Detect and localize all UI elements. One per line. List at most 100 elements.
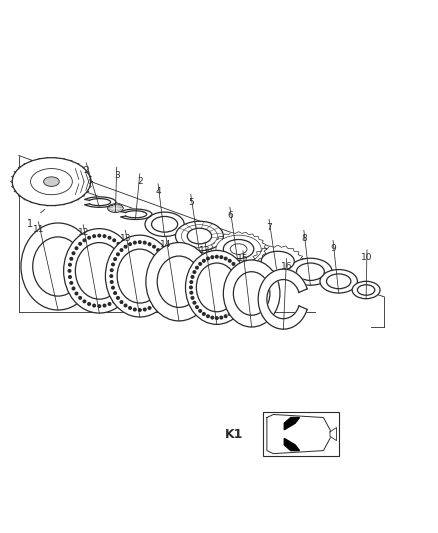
Ellipse shape xyxy=(20,162,83,201)
Circle shape xyxy=(103,235,106,237)
Circle shape xyxy=(72,287,75,290)
Circle shape xyxy=(126,257,129,260)
Circle shape xyxy=(103,304,106,307)
Circle shape xyxy=(196,306,198,309)
Circle shape xyxy=(79,296,81,299)
Polygon shape xyxy=(284,439,300,450)
Bar xyxy=(262,413,339,456)
Circle shape xyxy=(88,237,90,239)
Circle shape xyxy=(93,304,95,307)
Circle shape xyxy=(69,276,71,278)
Circle shape xyxy=(153,304,155,307)
Ellipse shape xyxy=(261,251,294,271)
Circle shape xyxy=(232,310,235,312)
Ellipse shape xyxy=(23,164,80,199)
Circle shape xyxy=(72,252,75,255)
Text: K1: K1 xyxy=(225,427,244,441)
Ellipse shape xyxy=(75,243,123,299)
Circle shape xyxy=(70,257,73,260)
Circle shape xyxy=(241,286,244,289)
Circle shape xyxy=(235,306,238,309)
Circle shape xyxy=(143,308,146,311)
Ellipse shape xyxy=(157,256,201,308)
Text: 5: 5 xyxy=(188,198,194,207)
Text: 2: 2 xyxy=(137,177,143,186)
Circle shape xyxy=(229,260,231,262)
Circle shape xyxy=(238,271,240,273)
Text: 12: 12 xyxy=(78,228,89,237)
Circle shape xyxy=(79,243,81,245)
Circle shape xyxy=(121,247,124,249)
Circle shape xyxy=(127,276,130,278)
Text: 11: 11 xyxy=(33,225,44,234)
Circle shape xyxy=(113,300,116,303)
Circle shape xyxy=(117,253,119,255)
Ellipse shape xyxy=(223,239,254,259)
Ellipse shape xyxy=(152,216,178,232)
Text: 13: 13 xyxy=(120,234,131,243)
Circle shape xyxy=(114,258,117,261)
Ellipse shape xyxy=(117,249,162,303)
Circle shape xyxy=(110,275,113,277)
Text: 6: 6 xyxy=(227,211,233,220)
Circle shape xyxy=(190,281,193,284)
Ellipse shape xyxy=(297,263,324,280)
Circle shape xyxy=(83,300,86,303)
Text: 3: 3 xyxy=(114,171,120,180)
Ellipse shape xyxy=(106,235,174,317)
Circle shape xyxy=(120,249,123,252)
Polygon shape xyxy=(210,232,267,266)
Circle shape xyxy=(124,304,127,307)
Circle shape xyxy=(190,286,192,289)
Ellipse shape xyxy=(352,281,380,298)
Circle shape xyxy=(75,292,78,295)
Circle shape xyxy=(113,239,116,241)
Text: 9: 9 xyxy=(330,244,336,253)
Ellipse shape xyxy=(320,270,357,293)
Circle shape xyxy=(235,266,238,269)
Circle shape xyxy=(215,255,218,258)
Polygon shape xyxy=(267,415,332,454)
Circle shape xyxy=(229,313,231,315)
Ellipse shape xyxy=(196,263,237,312)
Circle shape xyxy=(224,257,227,260)
Ellipse shape xyxy=(145,212,184,237)
Circle shape xyxy=(129,243,131,246)
Ellipse shape xyxy=(176,221,223,251)
Circle shape xyxy=(143,241,146,244)
Circle shape xyxy=(138,309,141,311)
Polygon shape xyxy=(85,197,116,207)
Text: 7: 7 xyxy=(266,223,272,232)
Text: 1: 1 xyxy=(27,219,33,229)
Circle shape xyxy=(165,286,168,289)
Ellipse shape xyxy=(289,258,332,285)
Polygon shape xyxy=(252,245,304,277)
Circle shape xyxy=(127,263,130,266)
Circle shape xyxy=(191,296,194,299)
Circle shape xyxy=(160,253,163,255)
Circle shape xyxy=(163,258,166,261)
Text: 4: 4 xyxy=(155,187,161,196)
Circle shape xyxy=(211,256,214,259)
Circle shape xyxy=(93,235,95,237)
Circle shape xyxy=(165,263,168,266)
Polygon shape xyxy=(258,269,307,329)
Circle shape xyxy=(199,310,201,312)
Ellipse shape xyxy=(108,204,123,213)
Ellipse shape xyxy=(216,235,261,263)
Circle shape xyxy=(108,237,111,239)
Circle shape xyxy=(70,281,73,284)
Circle shape xyxy=(153,245,155,248)
Circle shape xyxy=(163,292,166,294)
Circle shape xyxy=(215,317,218,319)
Text: 10: 10 xyxy=(361,254,373,262)
Circle shape xyxy=(224,315,227,318)
Circle shape xyxy=(157,249,159,252)
Circle shape xyxy=(88,303,90,305)
Ellipse shape xyxy=(185,251,248,325)
Circle shape xyxy=(129,306,131,309)
Circle shape xyxy=(190,292,193,294)
Ellipse shape xyxy=(15,159,88,204)
Circle shape xyxy=(112,286,114,289)
Polygon shape xyxy=(330,427,336,441)
